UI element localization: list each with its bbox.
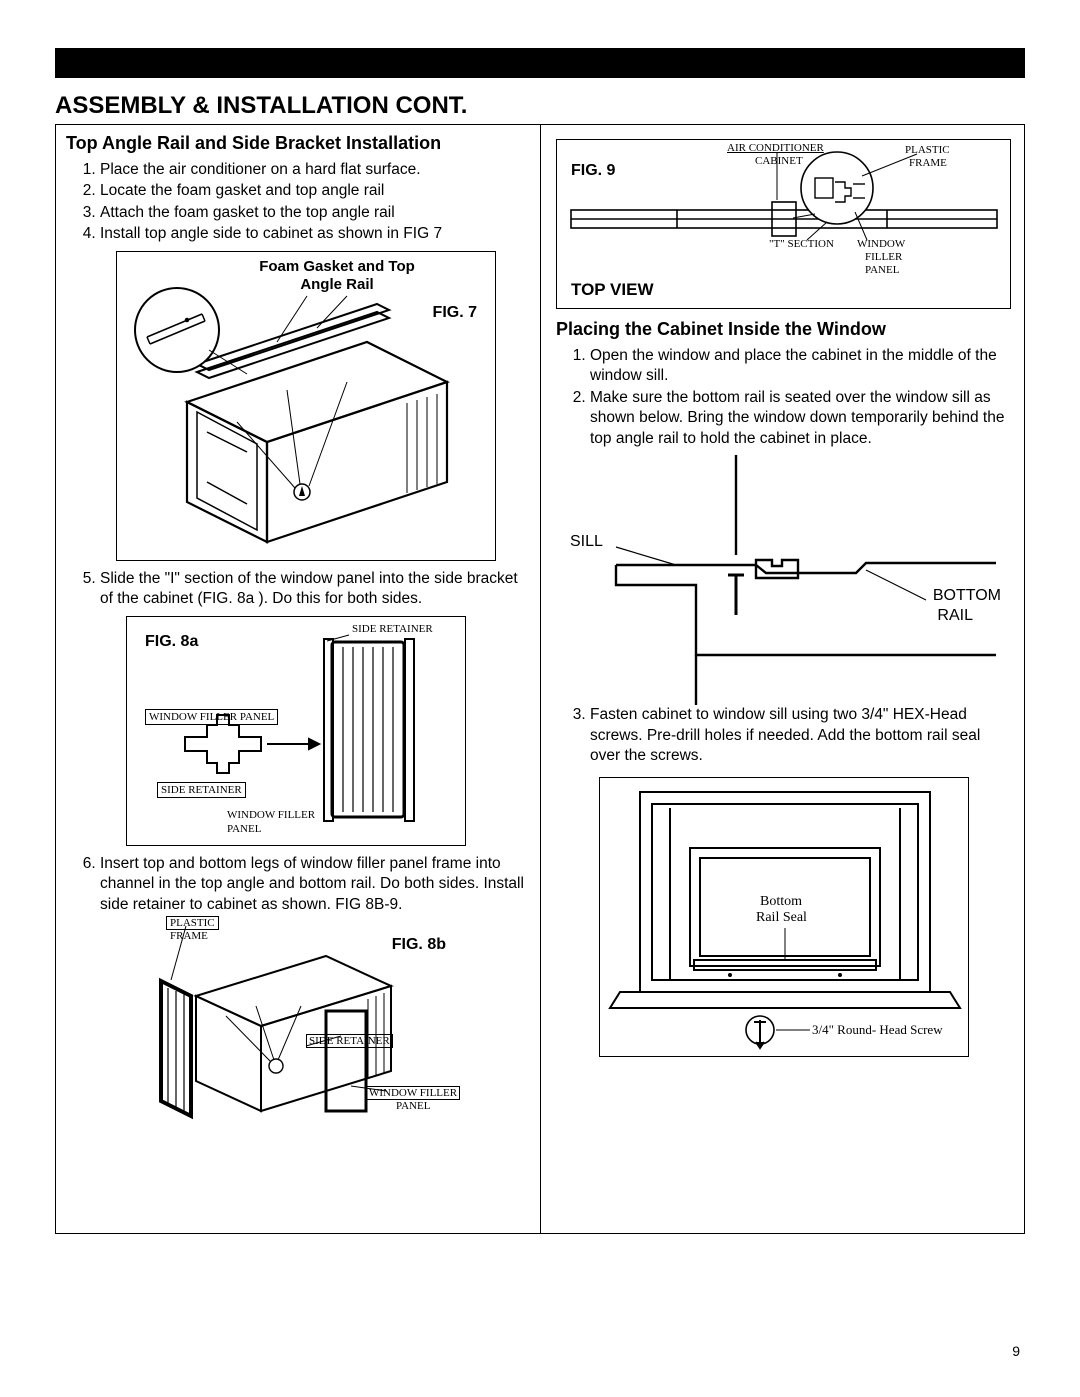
fig9-label: FIG. 9 (571, 162, 615, 180)
left-column: Top Angle Rail and Side Bracket Installa… (56, 125, 541, 1233)
fig9-topview: TOP VIEW (571, 280, 654, 300)
sill-label: SILL (570, 533, 603, 551)
step-6: Insert top and bottom legs of window fil… (100, 854, 531, 915)
sill-figure: SILL BOTTOM RAIL (556, 455, 1011, 705)
fig-7-box: Foam Gasket and Top Angle Rail FIG. 7 (116, 251, 496, 561)
fig9-frame: FRAME (909, 157, 947, 169)
step-3: Attach the foam gasket to the top angle … (100, 203, 531, 223)
steps-1-4: Place the air conditioner on a hard flat… (66, 160, 531, 245)
steps-r-1-2: Open the window and place the cabinet in… (556, 346, 1012, 449)
header-rule (55, 48, 1025, 78)
fig9-window: WINDOW (857, 238, 905, 250)
right-column: FIG. 9 (542, 125, 1026, 1233)
fig8b-frame: FRAME (170, 930, 208, 942)
step-r1: Open the window and place the cabinet in… (590, 346, 1012, 387)
seal-label-2: Rail Seal (756, 910, 807, 926)
fig8a-label: FIG. 8a (145, 633, 198, 651)
fig8a-side-retainer-top: SIDE RETAINER (352, 623, 433, 635)
page-title: ASSEMBLY & INSTALLATION CONT. (55, 92, 467, 120)
bottom-label: BOTTOM (933, 587, 1001, 605)
rail-label: RAIL (937, 607, 973, 625)
fig7-label: FIG. 7 (433, 304, 477, 322)
fig-9-box: FIG. 9 (556, 139, 1011, 309)
step-5-list: Slide the "I" section of the window pane… (66, 569, 531, 610)
fig8a-window-filler: WINDOW FILLER PANEL (145, 709, 278, 725)
screw-label: 3/4" Round- Head Screw (812, 1022, 943, 1038)
fig8b-label: FIG. 8b (392, 936, 446, 954)
fig8a-bottom1: WINDOW FILLER (227, 809, 315, 821)
page-number: 9 (1012, 1343, 1020, 1359)
right-heading: Placing the Cabinet Inside the Window (556, 319, 1012, 340)
step-1: Place the air conditioner on a hard flat… (100, 160, 531, 180)
fig-8a-box: FIG. 8a (126, 616, 466, 846)
fig9-panel: PANEL (865, 264, 899, 276)
fig9-filler: FILLER (865, 251, 902, 263)
fig8a-bottom2: PANEL (227, 823, 261, 835)
step-4: Install top angle side to cabinet as sho… (100, 224, 531, 244)
step-5: Slide the "I" section of the window pane… (100, 569, 531, 610)
fig8b-wf1: WINDOW FILLER (366, 1086, 460, 1100)
fig-8b-box: FIG. 8b (126, 916, 486, 1141)
fig8b-side-retainer: SIDE RETAINER (306, 1034, 393, 1048)
fig8b-plastic: PLASTIC (166, 916, 219, 930)
fig9-cabinet: CABINET (755, 155, 803, 167)
left-heading: Top Angle Rail and Side Bracket Installa… (66, 133, 531, 154)
fig9-ac: AIR CONDITIONER (727, 142, 824, 154)
step-r3: Fasten cabinet to window sill using two … (590, 705, 1012, 766)
fig9-plastic: PLASTIC (905, 144, 950, 156)
sill-diagram (556, 455, 1011, 705)
fig8b-wf2: PANEL (396, 1100, 430, 1112)
step-6-list: Insert top and bottom legs of window fil… (66, 854, 531, 915)
fig7-caption-1: Foam Gasket and Top (237, 258, 437, 275)
seal-label-1: Bottom (760, 894, 802, 910)
seal-figure-box: Bottom Rail Seal 3/4" Round- Head Screw (599, 777, 969, 1057)
content-frame: Top Angle Rail and Side Bracket Installa… (55, 124, 1025, 1234)
step-r2: Make sure the bottom rail is seated over… (590, 388, 1012, 449)
fig9-t-section: "T" SECTION (769, 238, 834, 250)
step-2: Locate the foam gasket and top angle rai… (100, 181, 531, 201)
fig7-diagram (117, 252, 497, 562)
fig7-caption-2: Angle Rail (237, 276, 437, 293)
step-r3-list: Fasten cabinet to window sill using two … (556, 705, 1012, 766)
fig8a-side-retainer-bot: SIDE RETAINER (157, 782, 246, 798)
